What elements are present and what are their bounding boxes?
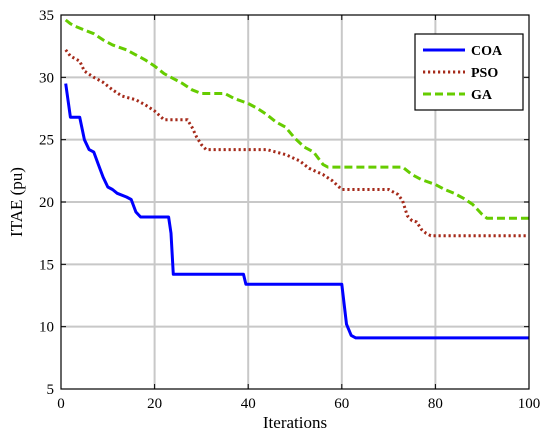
x-axis-label: Iterations (263, 413, 327, 432)
y-tick-label: 30 (39, 70, 54, 86)
x-tick-label: 80 (428, 396, 443, 412)
y-tick-label: 20 (39, 195, 54, 211)
legend-box (414, 33, 524, 111)
x-tick-label: 100 (518, 396, 541, 412)
ticks: 0 20 40 60 80 100 5 10 15 20 25 30 35 (39, 8, 540, 412)
legend: COA PSO GA (414, 33, 524, 111)
series-line-ga (64, 18, 529, 220)
y-tick-label: 10 (39, 320, 54, 336)
y-axis-label: ITAE (pu) (7, 167, 26, 237)
y-tick-label: 15 (39, 257, 54, 273)
x-tick-label: 0 (57, 396, 65, 412)
legend-label-coa: COA (471, 44, 503, 59)
y-tick-label: 5 (47, 382, 55, 398)
y-tick-label: 25 (39, 133, 54, 149)
x-tick-label: 60 (334, 396, 349, 412)
x-tick-label: 20 (147, 396, 162, 412)
legend-label-ga: GA (471, 88, 493, 103)
series-layer (64, 18, 529, 340)
legend-label-pso: PSO (471, 66, 498, 81)
series-line-coa (64, 83, 529, 340)
y-tick-label: 35 (39, 8, 54, 24)
x-tick-label: 40 (241, 396, 256, 412)
